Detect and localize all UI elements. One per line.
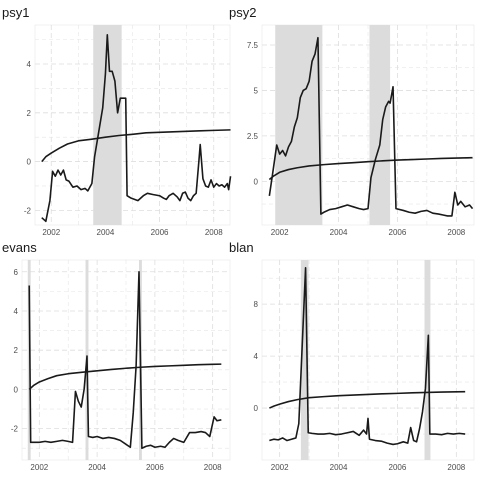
y-tick-label: -2 (24, 206, 32, 215)
x-tick-label: 2008 (205, 228, 223, 237)
x-tick-label: 2008 (447, 463, 465, 472)
x-tick-label: 2006 (146, 463, 164, 472)
x-tick-label: 2008 (447, 228, 465, 237)
y-tick-label: 7.5 (247, 41, 259, 50)
series-line-1 (268, 36, 474, 217)
x-tick-label: 2004 (97, 228, 115, 237)
y-tick-label: 2.5 (247, 132, 259, 141)
y-tick-label: 6 (14, 268, 19, 277)
series-line-2 (268, 156, 473, 181)
y-tick-label: 0 (254, 177, 259, 186)
x-tick-label: 2006 (151, 228, 169, 237)
series-line-1 (41, 33, 232, 223)
y-tick-label: 4 (27, 60, 32, 69)
x-tick-label: 2006 (389, 228, 407, 237)
panel-evans: 2002 2004 2006 2008 -2 0 2 4 6 evans (2, 240, 231, 472)
panel-psy2: 2002 2004 2006 2008 0 2.5 5 7.5 psy2 (229, 5, 475, 237)
y-tick-label: 2 (14, 346, 19, 355)
x-tick-label: 2004 (330, 463, 348, 472)
series-line-1 (269, 266, 466, 446)
y-tick-label: 8 (254, 300, 259, 309)
series-line-2 (41, 129, 231, 163)
panel-blan: 2002 2004 2006 2008 0 4 8 blan (229, 240, 475, 472)
y-tick-label: 4 (254, 352, 259, 361)
shaded-period (275, 25, 323, 225)
y-tick-label: 0 (27, 158, 32, 167)
y-tick-label: 5 (254, 86, 259, 95)
panel-title: psy2 (229, 5, 256, 20)
x-tick-label: 2002 (42, 228, 60, 237)
panel-title: blan (229, 240, 254, 255)
y-tick-label: 0 (254, 404, 259, 413)
x-tick-label: 2008 (204, 463, 222, 472)
y-tick-label: 4 (14, 307, 19, 316)
y-tick-label: 2 (27, 109, 32, 118)
x-tick-label: 2002 (30, 463, 48, 472)
panel-title: evans (2, 240, 37, 255)
shaded-period (93, 25, 122, 225)
series-line-1 (28, 270, 222, 450)
series-line-2 (28, 363, 222, 391)
x-tick-label: 2004 (330, 228, 348, 237)
panel-title: psy1 (2, 5, 29, 20)
shaded-period (369, 25, 391, 225)
shaded-period (300, 260, 309, 460)
panel-psy1: 2002 2004 2006 2008 -2 0 2 4 psy1 (2, 5, 232, 237)
series-line-2 (269, 390, 466, 409)
x-tick-label: 2002 (271, 228, 289, 237)
x-tick-label: 2002 (271, 463, 289, 472)
x-tick-label: 2004 (88, 463, 106, 472)
y-tick-label: 0 (14, 385, 19, 394)
y-tick-label: -2 (11, 425, 19, 434)
x-tick-label: 2006 (389, 463, 407, 472)
